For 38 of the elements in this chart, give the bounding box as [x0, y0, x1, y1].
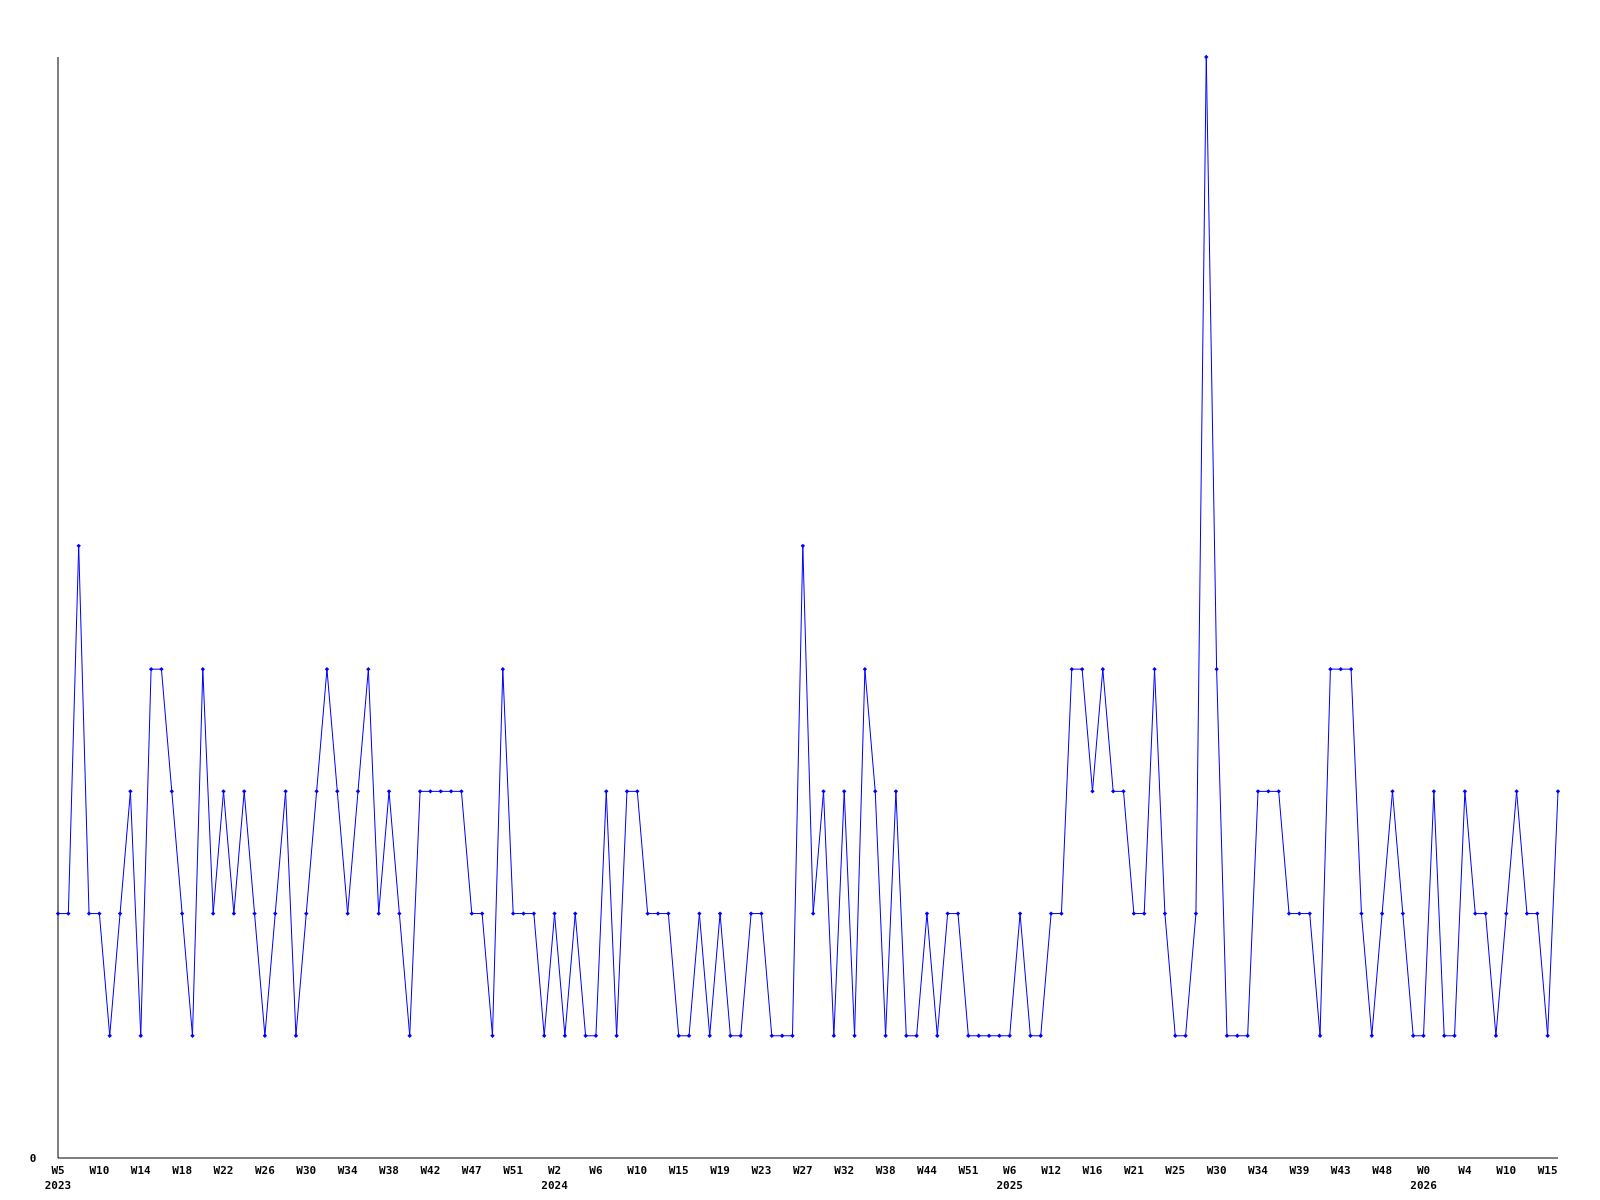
x-tick-label: W23: [751, 1164, 772, 1177]
x-tick-label: W34: [337, 1164, 358, 1177]
x-tick-label: W39: [1289, 1164, 1310, 1177]
x-tick-label: W38: [875, 1164, 896, 1177]
x-tick-label: W2 2024: [541, 1164, 569, 1192]
x-tick-label: W10: [89, 1164, 110, 1177]
x-tick-label: W6 2025: [996, 1164, 1023, 1192]
x-tick-label: W30: [1206, 1164, 1227, 1177]
x-tick-label: W21: [1123, 1164, 1145, 1177]
x-tick-label: W30: [296, 1164, 317, 1177]
x-tick-label: W48: [1372, 1164, 1393, 1177]
x-tick-label: W15: [668, 1164, 689, 1177]
x-tick-label: W26: [254, 1164, 276, 1177]
x-tick-label: W27: [792, 1164, 813, 1177]
x-tick-label: W47: [461, 1164, 482, 1177]
x-tick-label: W10: [1496, 1164, 1517, 1177]
x-tick-label: W25: [1165, 1164, 1186, 1177]
x-tick-label: W6: [589, 1164, 603, 1177]
x-tick-label: W12: [1041, 1164, 1062, 1177]
x-tick-label: W44: [917, 1164, 938, 1177]
x-tick-label: W42: [420, 1164, 441, 1177]
x-tick-label: W5 2023: [44, 1164, 72, 1192]
x-tick-label: W22: [213, 1164, 234, 1177]
x-tick-label: W51: [958, 1164, 979, 1177]
x-tick-label: W32: [834, 1164, 855, 1177]
x-tick-label: W19: [710, 1164, 731, 1177]
text: 0: [29, 1152, 37, 1165]
x-tick-label: W10: [627, 1164, 648, 1177]
x-tick-label: W34: [1248, 1164, 1269, 1177]
x-tick-label: W0 2026: [1410, 1164, 1438, 1192]
x-tick-label: W18: [172, 1164, 193, 1177]
x-tick-label: W16: [1082, 1164, 1103, 1177]
x-tick-label: W15: [1537, 1164, 1558, 1177]
x-tick-label: W4: [1458, 1164, 1472, 1177]
x-tick-label: W43: [1330, 1164, 1351, 1177]
x-tick-label: W14: [130, 1164, 152, 1177]
x-tick-label: W51: [503, 1164, 524, 1177]
x-tick-label: W38: [379, 1164, 399, 1177]
